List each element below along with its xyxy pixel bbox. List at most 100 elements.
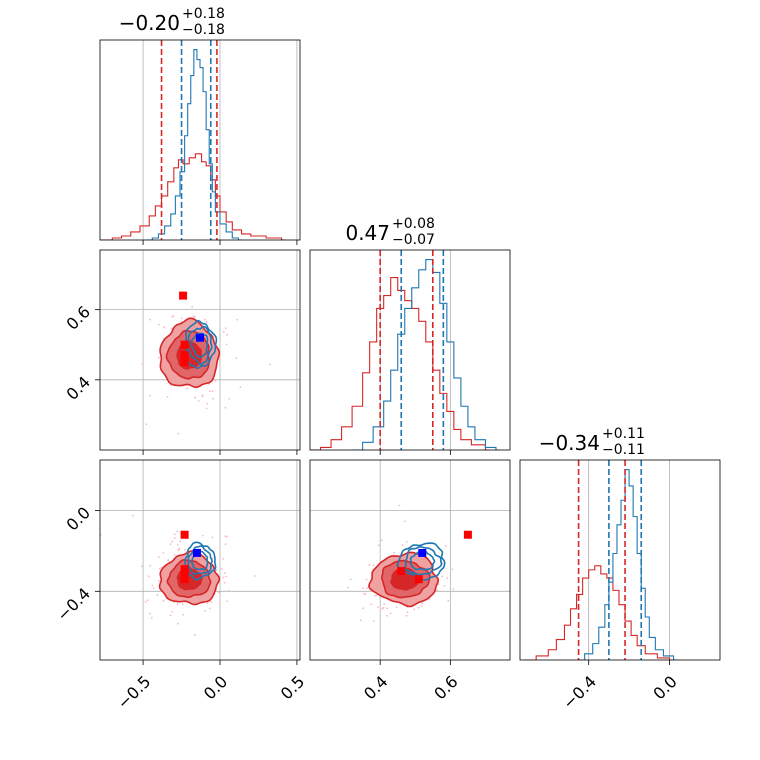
scatter-point: [211, 536, 214, 539]
scatter-point: [404, 520, 406, 523]
scatter-point: [236, 318, 239, 321]
scatter-point: [150, 616, 153, 619]
scatter-point: [171, 540, 174, 543]
scatter-point: [214, 380, 217, 382]
blue-histogram: [576, 468, 678, 660]
red-histogram: [100, 153, 286, 240]
scatter-point: [145, 423, 148, 426]
scatter-point: [405, 541, 408, 543]
scatter-point: [206, 402, 208, 405]
scatter-point: [225, 575, 227, 578]
joint-panel-0-1: [95, 249, 301, 455]
scatter-point: [157, 556, 160, 559]
scatter-point: [144, 601, 147, 603]
scatter-point: [141, 565, 143, 568]
scatter-point: [206, 602, 209, 605]
x-tick-label: −0.4: [559, 672, 600, 713]
red-marker: [180, 358, 189, 367]
scatter-point: [205, 407, 208, 410]
scatter-point: [197, 400, 200, 402]
scatter-point: [363, 592, 366, 595]
plot-area: [310, 460, 510, 660]
scatter-point: [224, 543, 227, 545]
scatter-point: [203, 318, 206, 321]
scatter-point: [163, 326, 166, 329]
scatter-point: [149, 564, 152, 567]
scatter-point: [194, 396, 196, 399]
blue-contour-level-1: [404, 545, 443, 576]
scatter-point: [370, 603, 373, 606]
x-tick-label: −0.5: [113, 672, 154, 713]
blue-marker: [418, 548, 427, 557]
scatter-point: [176, 544, 179, 546]
scatter-point: [215, 569, 218, 572]
scatter-point: [158, 567, 161, 570]
scatter-point: [225, 343, 228, 346]
x-tick-label: 0.4: [360, 672, 391, 703]
scatter-point: [382, 606, 385, 609]
scatter-point: [377, 606, 379, 608]
scatter-point: [177, 432, 180, 435]
marginal-titles: −0.20 +0.18−0.18 0.47 +0.08−0.07 −0.34 +0.11−…: [119, 6, 645, 458]
scatter-point: [386, 607, 389, 610]
scatter-point: [210, 601, 213, 603]
scatter-point: [176, 603, 179, 605]
joint-panel-0-2: [95, 459, 301, 665]
scatter-point: [184, 548, 186, 551]
plot-area: [100, 250, 300, 450]
x-tick-label: 0.0: [200, 672, 231, 703]
scatter-point: [222, 576, 225, 579]
scatter-point: [347, 586, 350, 589]
scatter-point: [170, 327, 173, 330]
scatter-point: [406, 611, 409, 613]
red-marker: [414, 575, 423, 584]
scatter-point: [179, 540, 182, 543]
scatter-point: [222, 331, 225, 334]
scatter-point: [149, 394, 152, 397]
scatter-point: [224, 406, 227, 409]
scatter-point: [447, 599, 450, 602]
scatter-point: [401, 544, 404, 546]
corner-panels: [95, 39, 721, 665]
scatter-point: [228, 398, 231, 400]
scatter-point: [211, 390, 214, 392]
scatter-point: [436, 589, 439, 592]
scatter-point: [235, 357, 238, 359]
scatter-point: [169, 614, 172, 617]
scatter-point: [201, 395, 204, 398]
scatter-point: [446, 577, 449, 580]
tick-labels: −0.5 0.0 0.5 0.4 0.6 −0.4 0.0 0.4 0.6 −0.4 0.0: [53, 302, 681, 713]
marginal-panel-2: [519, 459, 721, 665]
marginal-title-plus: +0.08: [392, 216, 435, 232]
y-tick-label: 0.4: [63, 372, 94, 403]
scatter-point: [158, 580, 160, 582]
scatter-point: [141, 363, 144, 366]
scatter-point: [417, 606, 420, 609]
scatter-point: [174, 533, 176, 536]
marginal-title-median: 0.47: [345, 221, 390, 245]
x-tick-label: 0.6: [430, 672, 461, 703]
scatter-point: [208, 607, 211, 610]
marginal-panel-1: [309, 249, 511, 455]
plot-area: [100, 460, 300, 660]
scatter-point: [362, 587, 364, 590]
scatter-point: [253, 575, 256, 577]
scatter-point: [201, 534, 204, 537]
scatter-point: [398, 504, 401, 507]
scatter-point: [194, 315, 196, 318]
scatter-point: [224, 572, 226, 575]
scatter-point: [158, 323, 160, 326]
scatter-point: [204, 610, 207, 612]
scatter-point: [428, 598, 431, 601]
scatter-point: [169, 543, 172, 545]
scatter-point: [158, 356, 160, 359]
scatter-point: [181, 603, 184, 606]
scatter-point: [226, 535, 228, 538]
scatter-point: [193, 634, 196, 636]
scatter-point: [176, 530, 179, 533]
scatter-point: [451, 568, 454, 570]
scatter-point: [171, 611, 174, 613]
scatter-point: [177, 622, 179, 625]
scatter-point: [222, 558, 225, 560]
scatter-point: [441, 575, 443, 578]
